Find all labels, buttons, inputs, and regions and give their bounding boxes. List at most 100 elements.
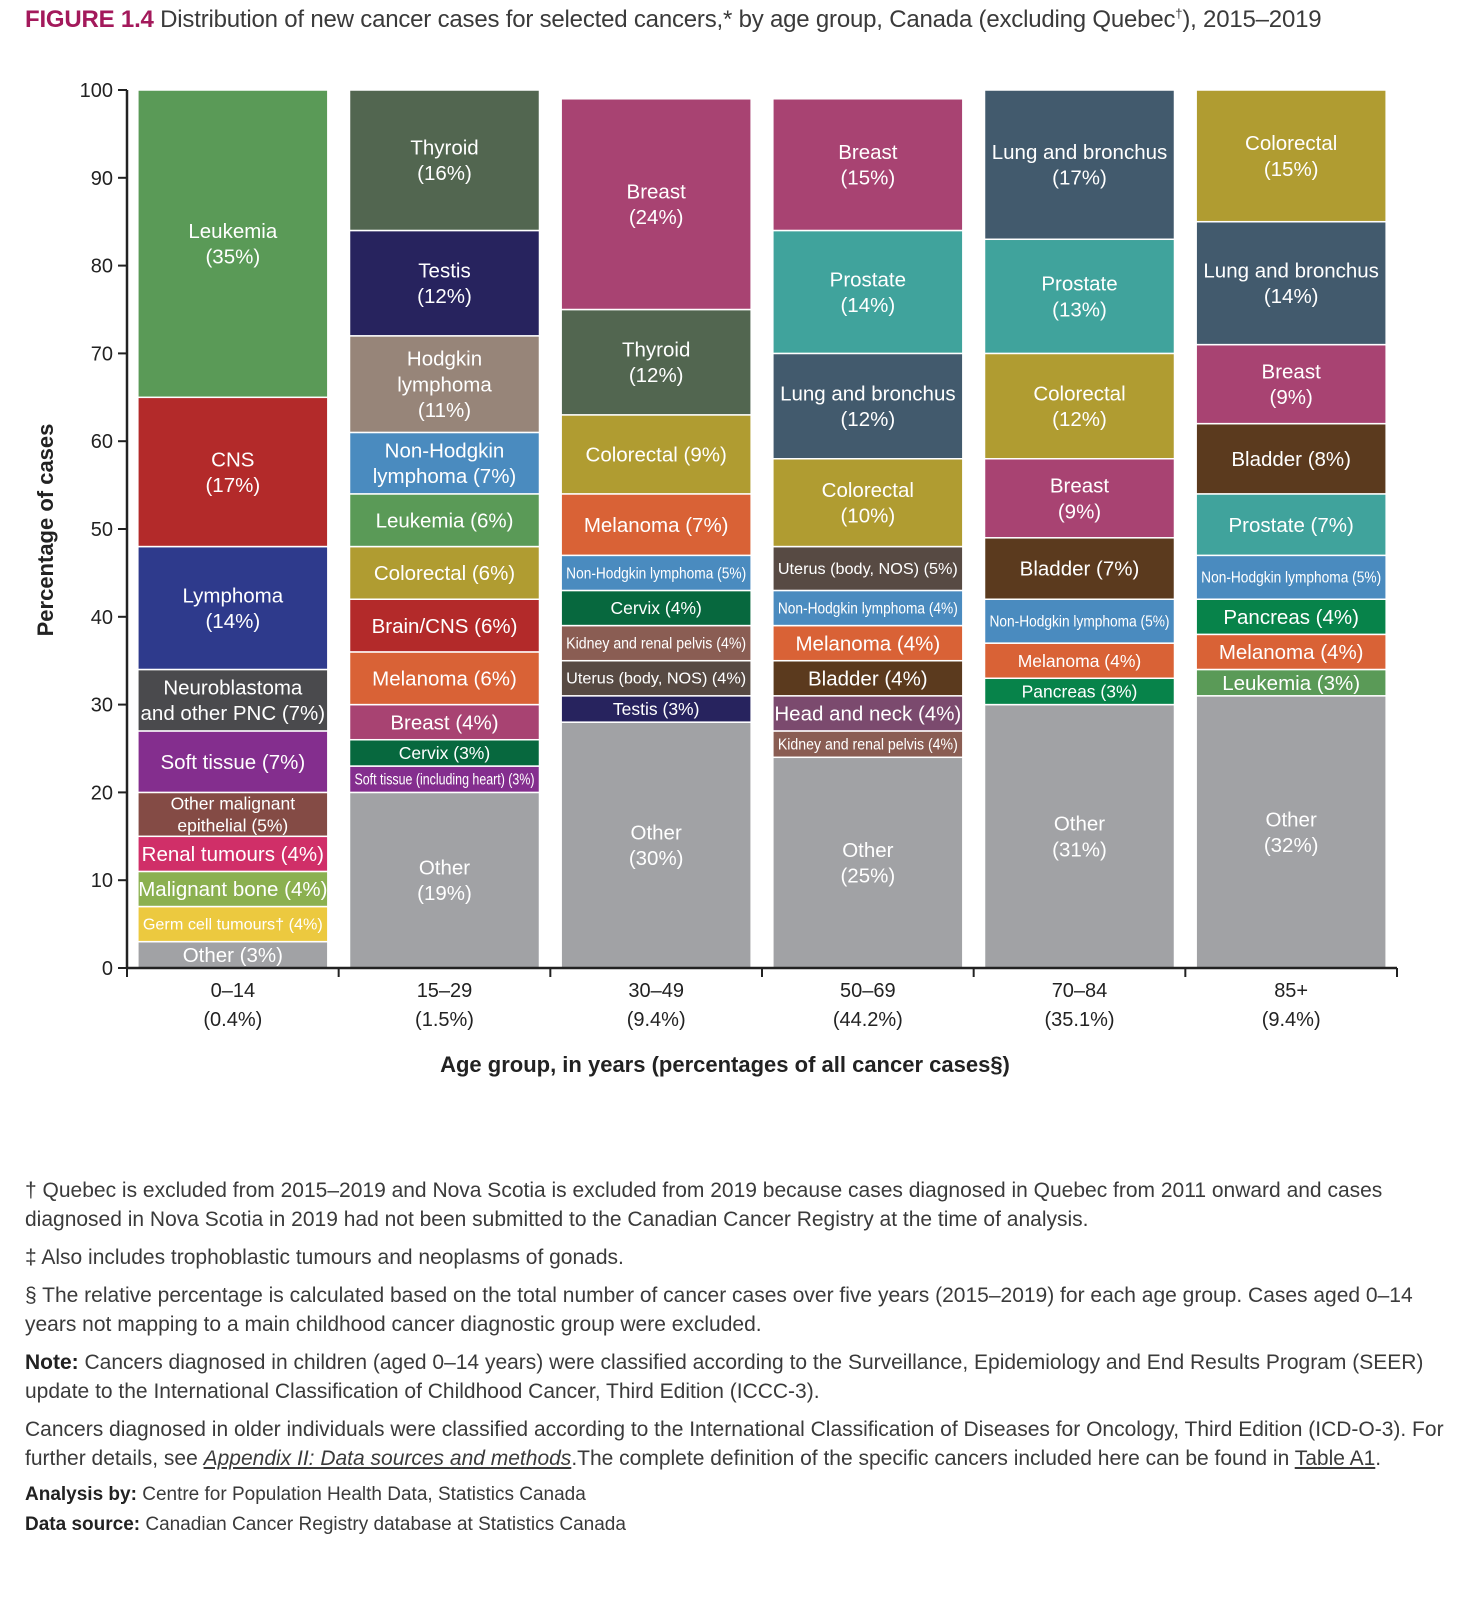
bar-stack: Other (32%) Leukemia (3%) Melanoma (4%) Panc… (1195, 89, 1387, 969)
segment-label-line: Colorectal (9%) (586, 444, 727, 467)
segment-label-line: Lung and bronchus (1203, 260, 1379, 283)
bar-segment (772, 458, 964, 548)
segment-label: Non-Hodgkin lymphoma (5%) (990, 614, 1170, 631)
segment-label: Colorectal (6%) (374, 562, 515, 585)
segment-label: Prostate (7%) (1229, 514, 1354, 537)
bar-segment (348, 493, 541, 548)
x-category-label: 50–69 (840, 980, 896, 1002)
bar-segment (772, 659, 964, 697)
bar-segment (983, 598, 1176, 644)
y-tick-label: 30 (91, 695, 113, 717)
bar-segment (560, 659, 752, 697)
bar-segment (560, 589, 752, 627)
segment-label-line: (12%) (629, 364, 684, 387)
y-tick-label: 100 (80, 80, 113, 102)
segment-label-line: Bladder (4%) (808, 667, 928, 690)
segment-label-line: (9%) (1058, 500, 1101, 523)
footnote-dagger: † Quebec is excluded from 2015–2019 and … (25, 1179, 1383, 1231)
source-text: Canadian Cancer Registry database at Sta… (140, 1514, 626, 1535)
x-category-share: (1.5%) (415, 1009, 474, 1031)
segment-label-line: Uterus (body, NOS) (4%) (566, 671, 746, 688)
segment-label-line: Prostate (7%) (1229, 514, 1354, 537)
segment-label-line: (12%) (840, 408, 895, 431)
segment-label-line: (12%) (1052, 408, 1107, 431)
note-paragraph: Note: Cancers diagnosed in children (age… (25, 1348, 1445, 1406)
segment-label: Breast (24%) (627, 181, 687, 230)
segment-label-line: Colorectal (822, 479, 914, 502)
segment-label-line: Other (419, 857, 470, 880)
segment-label-line: Colorectal (1033, 382, 1125, 405)
bar-segment (1195, 493, 1387, 557)
segment-label-line: Cervix (3%) (399, 743, 490, 763)
segment-label-line: (13%) (1052, 298, 1107, 321)
bar-segment (772, 695, 964, 732)
segment-label: Pancreas (4%) (1223, 606, 1359, 629)
footnote-double-dagger: ‡ Also includes trophoblastic tumours an… (25, 1246, 624, 1269)
segment-label-line: Other (842, 839, 893, 862)
x-category-share: (35.1%) (1044, 1009, 1114, 1031)
figure-title: FIGURE 1.4 Distribution of new cancer ca… (25, 6, 1322, 34)
x-category-share: (9.4%) (627, 1009, 686, 1031)
segment-label-line: Non-Hodgkin lymphoma (5%) (1201, 570, 1381, 587)
segment-label-line: (14%) (205, 610, 260, 633)
segment-label-line: Melanoma (4%) (1219, 641, 1364, 664)
segment-label-line: Non-Hodgkin lymphoma (4%) (778, 600, 958, 617)
bar-stack: Other (25%) Kidney and renal pelvis (4%) He… (772, 98, 964, 969)
bar-segment (1195, 598, 1387, 636)
segment-label-line: (12%) (417, 285, 472, 308)
segment-label: Other (19%) (417, 857, 472, 906)
analysis-by: Analysis by: Centre for Population Healt… (25, 1482, 1445, 1508)
bar-segment (772, 589, 964, 627)
analysis-text: Centre for Population Health Data, Stati… (136, 1484, 586, 1505)
bar-segment (348, 545, 541, 600)
segment-label: Other malignant epithelial (5%) (171, 794, 296, 836)
bar-stack: Other (31%) Pancreas (3%) Melanoma (4%) Non-… (983, 89, 1176, 969)
x-category-share: (9.4%) (1262, 1009, 1321, 1031)
segment-label-line: Lung and bronchus (992, 141, 1168, 164)
y-tick-label: 80 (91, 256, 113, 278)
segment-label-line: Testis (3%) (613, 699, 700, 719)
bar-segment (137, 396, 329, 548)
x-category-label: 0–14 (211, 980, 256, 1002)
segment-label-line: epithelial (5%) (177, 815, 288, 835)
bar-segment (348, 791, 541, 969)
segment-label-line: (16%) (417, 162, 472, 185)
segment-label: Thyroid (16%) (410, 137, 478, 186)
segment-label: Prostate (14%) (830, 268, 906, 317)
y-ticks: 0 10 20 30 40 50 60 70 80 90 100 (80, 80, 127, 980)
segment-label-line: Colorectal (1245, 132, 1337, 155)
bar-segment (137, 545, 329, 671)
bar-segment (983, 677, 1176, 706)
segment-label-line: (24%) (629, 206, 684, 229)
segment-label-line: Germ cell tumours† (4%) (143, 917, 323, 934)
segment-label-line: (15%) (1264, 158, 1319, 181)
footnote-section: § The relative percentage is calculated … (25, 1284, 1413, 1336)
segment-label: Uterus (body, NOS) (4%) (566, 671, 746, 688)
segment-label: Cervix (4%) (610, 598, 701, 618)
segment-label: Colorectal (12%) (1033, 382, 1125, 431)
figure-label: FIGURE 1.4 (25, 6, 154, 33)
bar-segment (983, 458, 1176, 539)
bar-segment (560, 624, 752, 662)
segment-label: Lymphoma (14%) (183, 584, 284, 633)
bar-segment (560, 308, 752, 416)
x-category-share: (0.4%) (203, 1009, 262, 1031)
segment-label: Breast (9%) (1262, 360, 1322, 409)
segment-label: CNS (17%) (205, 448, 260, 497)
segment-label: Cervix (3%) (399, 743, 490, 763)
dagger-mark: † (1175, 6, 1183, 21)
segment-label-line: Brain/CNS (6%) (372, 615, 518, 638)
table-a1-link[interactable]: Table A1 (1294, 1447, 1376, 1470)
appendix-link[interactable]: Appendix II: Data sources and methods (203, 1447, 572, 1470)
segment-label-line: Lung and bronchus (780, 382, 956, 405)
segment-label-line: (31%) (1052, 838, 1107, 861)
bars-layer: Other (3%) Germ cell tumours† (4%) Maligna… (137, 89, 1387, 969)
segment-label: Leukemia (35%) (188, 220, 277, 269)
bar-stack: Other (30%) Testis (3%) Uterus (body, NOS) … (560, 98, 752, 969)
bar-segment (983, 89, 1176, 241)
segment-label-line: CNS (211, 448, 254, 471)
bar-segment (348, 738, 541, 767)
bar-segment (1195, 343, 1387, 425)
segment-label-line: Non-Hodgkin lymphoma (5%) (566, 565, 746, 582)
segment-label-line: Pancreas (4%) (1223, 606, 1359, 629)
